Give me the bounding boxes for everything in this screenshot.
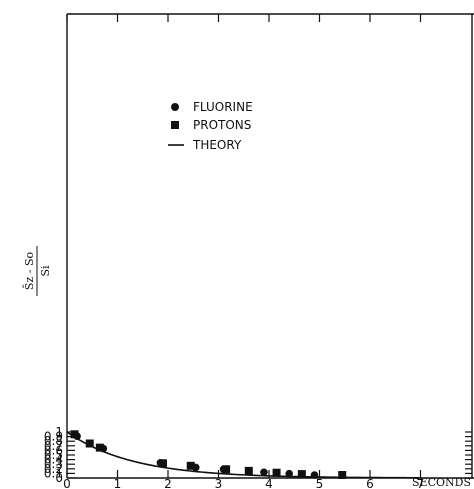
theory-curve <box>66 431 421 479</box>
protons-point <box>272 468 281 477</box>
protons-point <box>222 465 231 474</box>
legend-fluorine-label: FLUORINE <box>193 100 253 114</box>
legend-protons-marker <box>171 121 179 129</box>
y-tick-label: 0.7 <box>44 439 63 453</box>
y-tick-label: 1 <box>55 425 63 439</box>
y-label-numerator: S̄z - So <box>23 252 36 291</box>
y-tick-label: 0.9 <box>44 430 63 444</box>
fluorine-point <box>260 468 268 477</box>
y-tick-label: 0.2 <box>44 462 63 476</box>
protons-point <box>186 461 195 470</box>
y-tick-label: 0.6 <box>44 443 63 457</box>
data-points <box>70 430 347 480</box>
theory-curve-group <box>66 431 421 479</box>
protons-point <box>70 430 79 439</box>
x-tick-label: 0 <box>63 477 71 489</box>
fluorine-point <box>310 471 319 479</box>
y-label-denominator: Si <box>39 265 52 277</box>
axis-ticks: 00.10.20.30.40.50.60.70.80.910 1 2 3 4 5 6 7 <box>44 14 472 489</box>
protons-point <box>244 466 253 475</box>
protons-point <box>338 471 347 480</box>
protons-point <box>85 439 94 448</box>
y-tick-label: 0.4 <box>44 453 63 467</box>
legend-protons-label: PROTONS <box>193 118 251 132</box>
legend-fluorine-marker <box>171 103 179 111</box>
y-tick-label: 0 <box>55 471 63 485</box>
protons-point <box>95 443 104 452</box>
y-tick-label: 0.3 <box>44 457 63 471</box>
y-tick-label: 0.5 <box>44 448 63 462</box>
fluorine-point <box>285 469 294 478</box>
y-tick-label: 0.8 <box>44 434 63 448</box>
plot-frame <box>66 13 474 479</box>
x-tick-label: 5 <box>316 477 324 489</box>
x-tick-label: 2 <box>164 477 172 489</box>
protons-point <box>297 470 306 479</box>
x-tick-label: 3 <box>215 477 223 489</box>
x-axis-label: SECONDS <box>412 476 471 489</box>
x-tick-label: 7 <box>417 477 425 489</box>
x-tick-label: 6 <box>366 477 374 489</box>
legend-theory-label: THEORY <box>192 138 242 152</box>
x-tick-label: 4 <box>265 477 273 489</box>
y-tick-label: 0.1 <box>44 466 63 480</box>
x-tick-label: 1 <box>114 477 122 489</box>
protons-point <box>158 459 167 468</box>
y-axis-label: S̄z - So Si <box>23 246 52 296</box>
legend: FLUORINE PROTONS THEORY <box>168 100 253 152</box>
